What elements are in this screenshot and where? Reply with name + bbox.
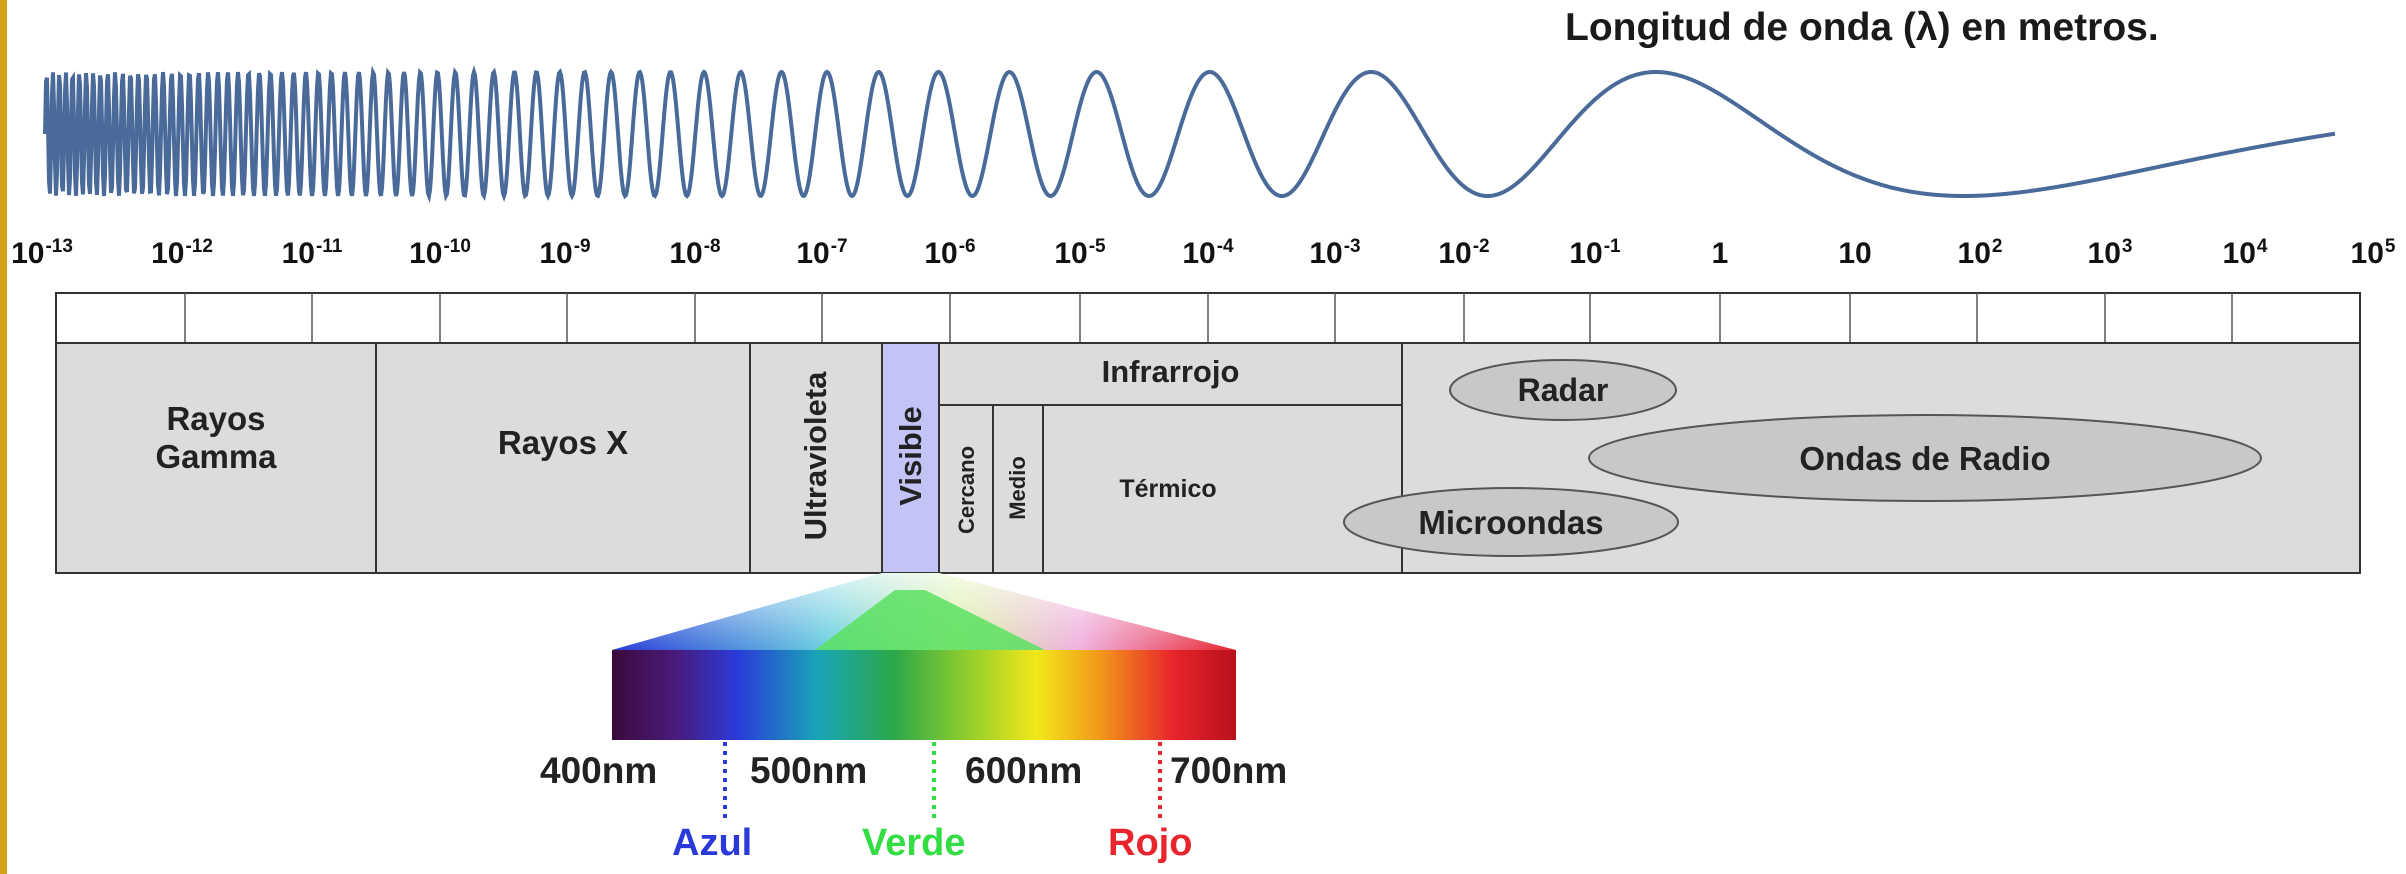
tick-base: 10 — [2222, 237, 2256, 270]
visible-label: Visible — [893, 406, 928, 506]
scale-tick-label: 103 — [2088, 237, 2133, 271]
tick-base: 10 — [1309, 237, 1343, 270]
tick-base: 10 — [669, 237, 703, 270]
xray-label: Rayos X — [497, 424, 629, 461]
tick-base: 10 — [2350, 237, 2384, 270]
radar-text: Radar — [1517, 372, 1609, 408]
scale-tick-label: 102 — [1958, 237, 2003, 271]
tick-base: 10 — [1569, 237, 1603, 270]
color-blue-label: Azul — [672, 822, 753, 864]
tick-exponent: -3 — [1343, 236, 1361, 257]
tick-base: 10 — [1838, 237, 1872, 270]
scale-tick-label: 10-12 — [151, 237, 213, 271]
radio-text: Ondas de Radio — [1799, 440, 2051, 477]
tick-exponent: -12 — [185, 236, 213, 257]
tick-base: 10 — [1957, 237, 1991, 270]
tick-exponent: -10 — [443, 236, 471, 257]
tick-exponent: -8 — [703, 236, 721, 257]
radar-ellipse — [1449, 359, 1677, 421]
scale-tick-label: 10-2 — [1438, 237, 1489, 271]
tick-base: 10 — [539, 237, 573, 270]
visible-spectrum-bar — [612, 650, 1236, 740]
tick-exponent: -7 — [830, 236, 848, 257]
microwave-text: Microondas — [1418, 504, 1604, 541]
axis-title: Longitud de onda (λ) en metros. — [1565, 6, 2159, 49]
scale-tick-label: 1 — [1712, 237, 1729, 271]
scale-tick-label: 10 — [1838, 237, 1871, 271]
scale-tick-label: 10-9 — [539, 237, 590, 271]
tick-exponent: -9 — [573, 236, 591, 257]
accent-bar — [0, 0, 7, 874]
radio-ellipse — [1588, 414, 2262, 502]
scale-tick-label: 10-4 — [1182, 237, 1233, 271]
tick-base: 10 — [924, 237, 958, 270]
scale-tick-label: 10-1 — [1569, 237, 1620, 271]
color-red-label: Rojo — [1108, 822, 1193, 864]
scale-tick-label: 104 — [2223, 237, 2268, 271]
tick-base: 10 — [11, 237, 45, 270]
tick-base: 10 — [281, 237, 315, 270]
tick-exponent: -2 — [1472, 236, 1490, 257]
scale-tick-label: 10-11 — [282, 237, 343, 271]
gamma-label: Rayos Gamma — [155, 400, 277, 475]
tick-exponent: 2 — [1991, 236, 2003, 257]
tick-base: 10 — [1054, 237, 1088, 270]
tick-base: 10 — [1438, 237, 1472, 270]
tick-exponent: 3 — [2121, 236, 2133, 257]
tick-base: 10 — [409, 237, 443, 270]
tick-base: 10 — [796, 237, 830, 270]
color-green-label: Verde — [862, 822, 966, 864]
tick-exponent: 4 — [2256, 236, 2268, 257]
spectrum-fan-green — [815, 590, 1045, 650]
ir-medium-label: Medio — [1005, 456, 1030, 520]
scale-tick-label: 10-3 — [1309, 237, 1360, 271]
ir-near-label: Cercano — [954, 445, 979, 535]
nm-700: 700nm — [1170, 750, 1288, 791]
tick-base: 10 — [151, 237, 185, 270]
microwave-ellipse — [1343, 487, 1679, 557]
scale-tick-label: 10-10 — [409, 237, 471, 271]
tick-exponent: 5 — [2384, 236, 2396, 257]
scale-tick-label: 10-6 — [924, 237, 975, 271]
tick-base: 10 — [1182, 237, 1216, 270]
tick-base: 10 — [2087, 237, 2121, 270]
scale-tick-label: 10-13 — [11, 237, 73, 271]
infrared-label: Infrarrojo — [1101, 354, 1240, 389]
tick-exponent: -5 — [1088, 236, 1106, 257]
nm-600: 600nm — [965, 750, 1083, 791]
scale-tick-label: 10-5 — [1054, 237, 1105, 271]
scale-tick-label: 105 — [2351, 237, 2396, 271]
tick-exponent: -4 — [1216, 236, 1234, 257]
nm-400: 400nm — [540, 750, 658, 791]
tick-exponent: -1 — [1603, 236, 1621, 257]
ir-thermal-label: Térmico — [1119, 475, 1217, 503]
tick-exponent: -6 — [958, 236, 976, 257]
wave-curve — [43, 65, 2336, 204]
ultraviolet-label: Ultravioleta — [798, 371, 833, 541]
nm-500: 500nm — [750, 750, 868, 791]
tick-base: 1 — [1711, 237, 1729, 270]
tick-exponent: -13 — [45, 236, 73, 257]
scale-tick-label: 10-8 — [669, 237, 720, 271]
tick-exponent: -11 — [315, 236, 343, 257]
scale-tick-label: 10-7 — [796, 237, 847, 271]
